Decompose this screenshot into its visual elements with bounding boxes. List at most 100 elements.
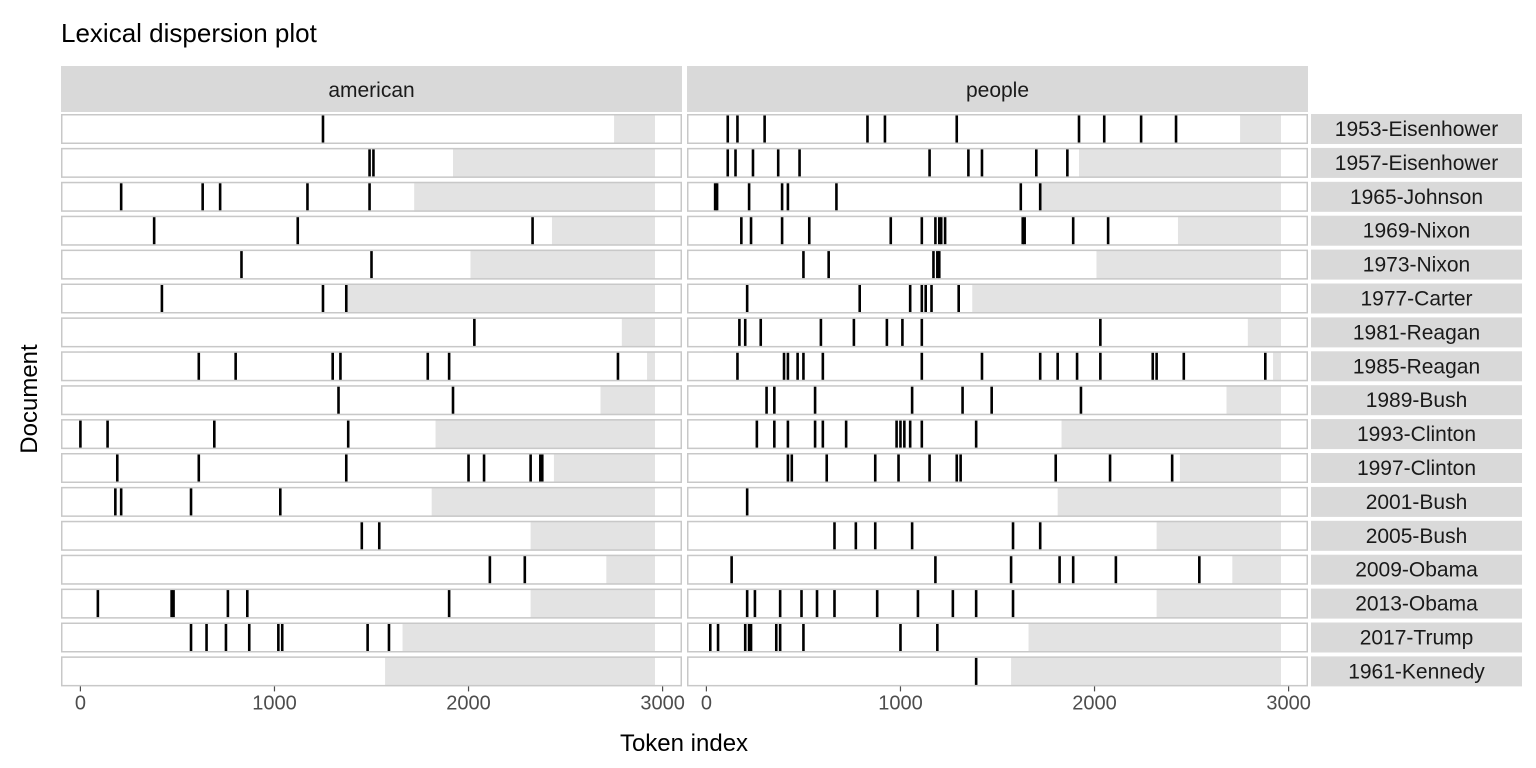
row-margin-right-american xyxy=(655,283,682,314)
row-margin-left-people xyxy=(687,283,713,314)
row-border-american xyxy=(61,656,682,687)
row-border-american xyxy=(61,317,682,348)
facet-strip-people xyxy=(687,66,1308,112)
row-margin-right-people xyxy=(1281,215,1308,246)
row-strip xyxy=(1311,622,1522,653)
x-tick-label-people: 3000 xyxy=(1266,692,1311,714)
row-border-people xyxy=(687,588,1308,619)
row-border-american xyxy=(61,249,682,280)
row-text-span-people xyxy=(687,554,1233,585)
row-text-span-people xyxy=(687,181,1041,212)
row-margin-left-people xyxy=(687,147,713,178)
row-strip xyxy=(1311,554,1522,585)
row-label: 1961-Kennedy xyxy=(1348,660,1485,683)
row-margin-left-american xyxy=(61,317,87,348)
row-text-span-people xyxy=(687,351,1274,382)
row-margin-left-american xyxy=(61,656,87,687)
row-text-span-american xyxy=(61,453,554,483)
row-margin-right-people xyxy=(1281,453,1308,483)
row-strip xyxy=(1311,419,1522,450)
row-margin-left-american xyxy=(61,181,87,212)
facet-label-people: people xyxy=(966,79,1029,102)
y-axis-label: Document xyxy=(16,344,43,454)
row-margin-right-american xyxy=(655,520,682,551)
row-margin-left-american xyxy=(61,385,87,416)
row-label: 2017-Trump xyxy=(1360,627,1474,650)
row-border-people xyxy=(687,351,1308,382)
row-margin-right-american xyxy=(655,351,682,382)
row-text-span-american xyxy=(61,351,648,382)
row-margin-right-american xyxy=(655,419,682,450)
row-text-span-people xyxy=(687,520,1157,551)
row-margin-right-american xyxy=(655,453,682,483)
row-text-span-people xyxy=(687,656,1012,687)
row-border-american xyxy=(61,453,682,483)
row-label: 1957-Eisenhower xyxy=(1335,152,1498,175)
row-label: 1997-Clinton xyxy=(1357,457,1476,480)
row-border-people xyxy=(687,317,1308,348)
row-margin-right-american xyxy=(655,114,682,144)
row-margin-right-american xyxy=(655,622,682,653)
row-text-span-people xyxy=(687,317,1248,348)
row-margin-right-people xyxy=(1281,419,1308,450)
row-strip xyxy=(1311,656,1522,687)
row-strip xyxy=(1311,351,1522,382)
row-strip xyxy=(1311,283,1522,314)
row-border-american xyxy=(61,181,682,212)
row-margin-left-american xyxy=(61,283,87,314)
row-margin-left-people xyxy=(687,385,713,416)
row-margin-left-american xyxy=(61,486,87,517)
row-text-span-people xyxy=(687,114,1241,144)
row-margin-right-american xyxy=(655,385,682,416)
x-tick-label-people: 1000 xyxy=(878,692,923,714)
row-text-span-american xyxy=(61,385,601,416)
row-margin-right-people xyxy=(1281,554,1308,585)
row-label: 2009-Obama xyxy=(1355,559,1478,582)
row-margin-right-american xyxy=(655,554,682,585)
row-label: 1965-Johnson xyxy=(1350,186,1483,209)
row-text-span-people xyxy=(687,588,1157,619)
row-strip xyxy=(1311,147,1522,178)
row-margin-right-people xyxy=(1281,181,1308,212)
row-margin-left-people xyxy=(687,554,713,585)
row-margin-left-american xyxy=(61,215,87,246)
row-margin-left-people xyxy=(687,486,713,517)
row-margin-left-people xyxy=(687,317,713,348)
plot-area: american people 1953-Eisenhower 1957-Eisenh… xyxy=(61,66,1522,714)
row-margin-left-american xyxy=(61,249,87,280)
row-margin-left-american xyxy=(61,622,87,653)
row-strip xyxy=(1311,520,1522,551)
row-margin-left-people xyxy=(687,453,713,483)
row-margin-left-american xyxy=(61,453,87,483)
row-margin-left-people xyxy=(687,520,713,551)
row-margin-left-american xyxy=(61,554,87,585)
row-border-people xyxy=(687,114,1308,144)
row-margin-left-people xyxy=(687,215,713,246)
row-label: 1989-Bush xyxy=(1366,389,1468,412)
row-margin-right-people xyxy=(1281,486,1308,517)
row-margin-right-american xyxy=(655,588,682,619)
row-text-span-people xyxy=(687,215,1178,246)
row-margin-left-people xyxy=(687,656,713,687)
row-border-american xyxy=(61,486,682,517)
row-border-people xyxy=(687,656,1308,687)
row-margin-left-people xyxy=(687,181,713,212)
row-border-people xyxy=(687,147,1308,178)
row-margin-right-people xyxy=(1281,385,1308,416)
row-margin-right-american xyxy=(655,656,682,687)
row-border-american xyxy=(61,283,682,314)
row-text-span-american xyxy=(61,114,615,144)
row-margin-left-people xyxy=(687,622,713,653)
row-text-span-american xyxy=(61,317,622,348)
row-margin-left-people xyxy=(687,249,713,280)
row-margin-left-american xyxy=(61,351,87,382)
row-border-people xyxy=(687,622,1308,653)
row-text-span-american xyxy=(61,588,531,619)
row-label: 1977-Carter xyxy=(1360,288,1472,311)
row-label: 1973-Nixon xyxy=(1363,254,1470,277)
row-label: 2001-Bush xyxy=(1366,491,1468,514)
row-border-people xyxy=(687,283,1308,314)
row-text-span-american xyxy=(61,181,415,212)
row-margin-left-people xyxy=(687,351,713,382)
